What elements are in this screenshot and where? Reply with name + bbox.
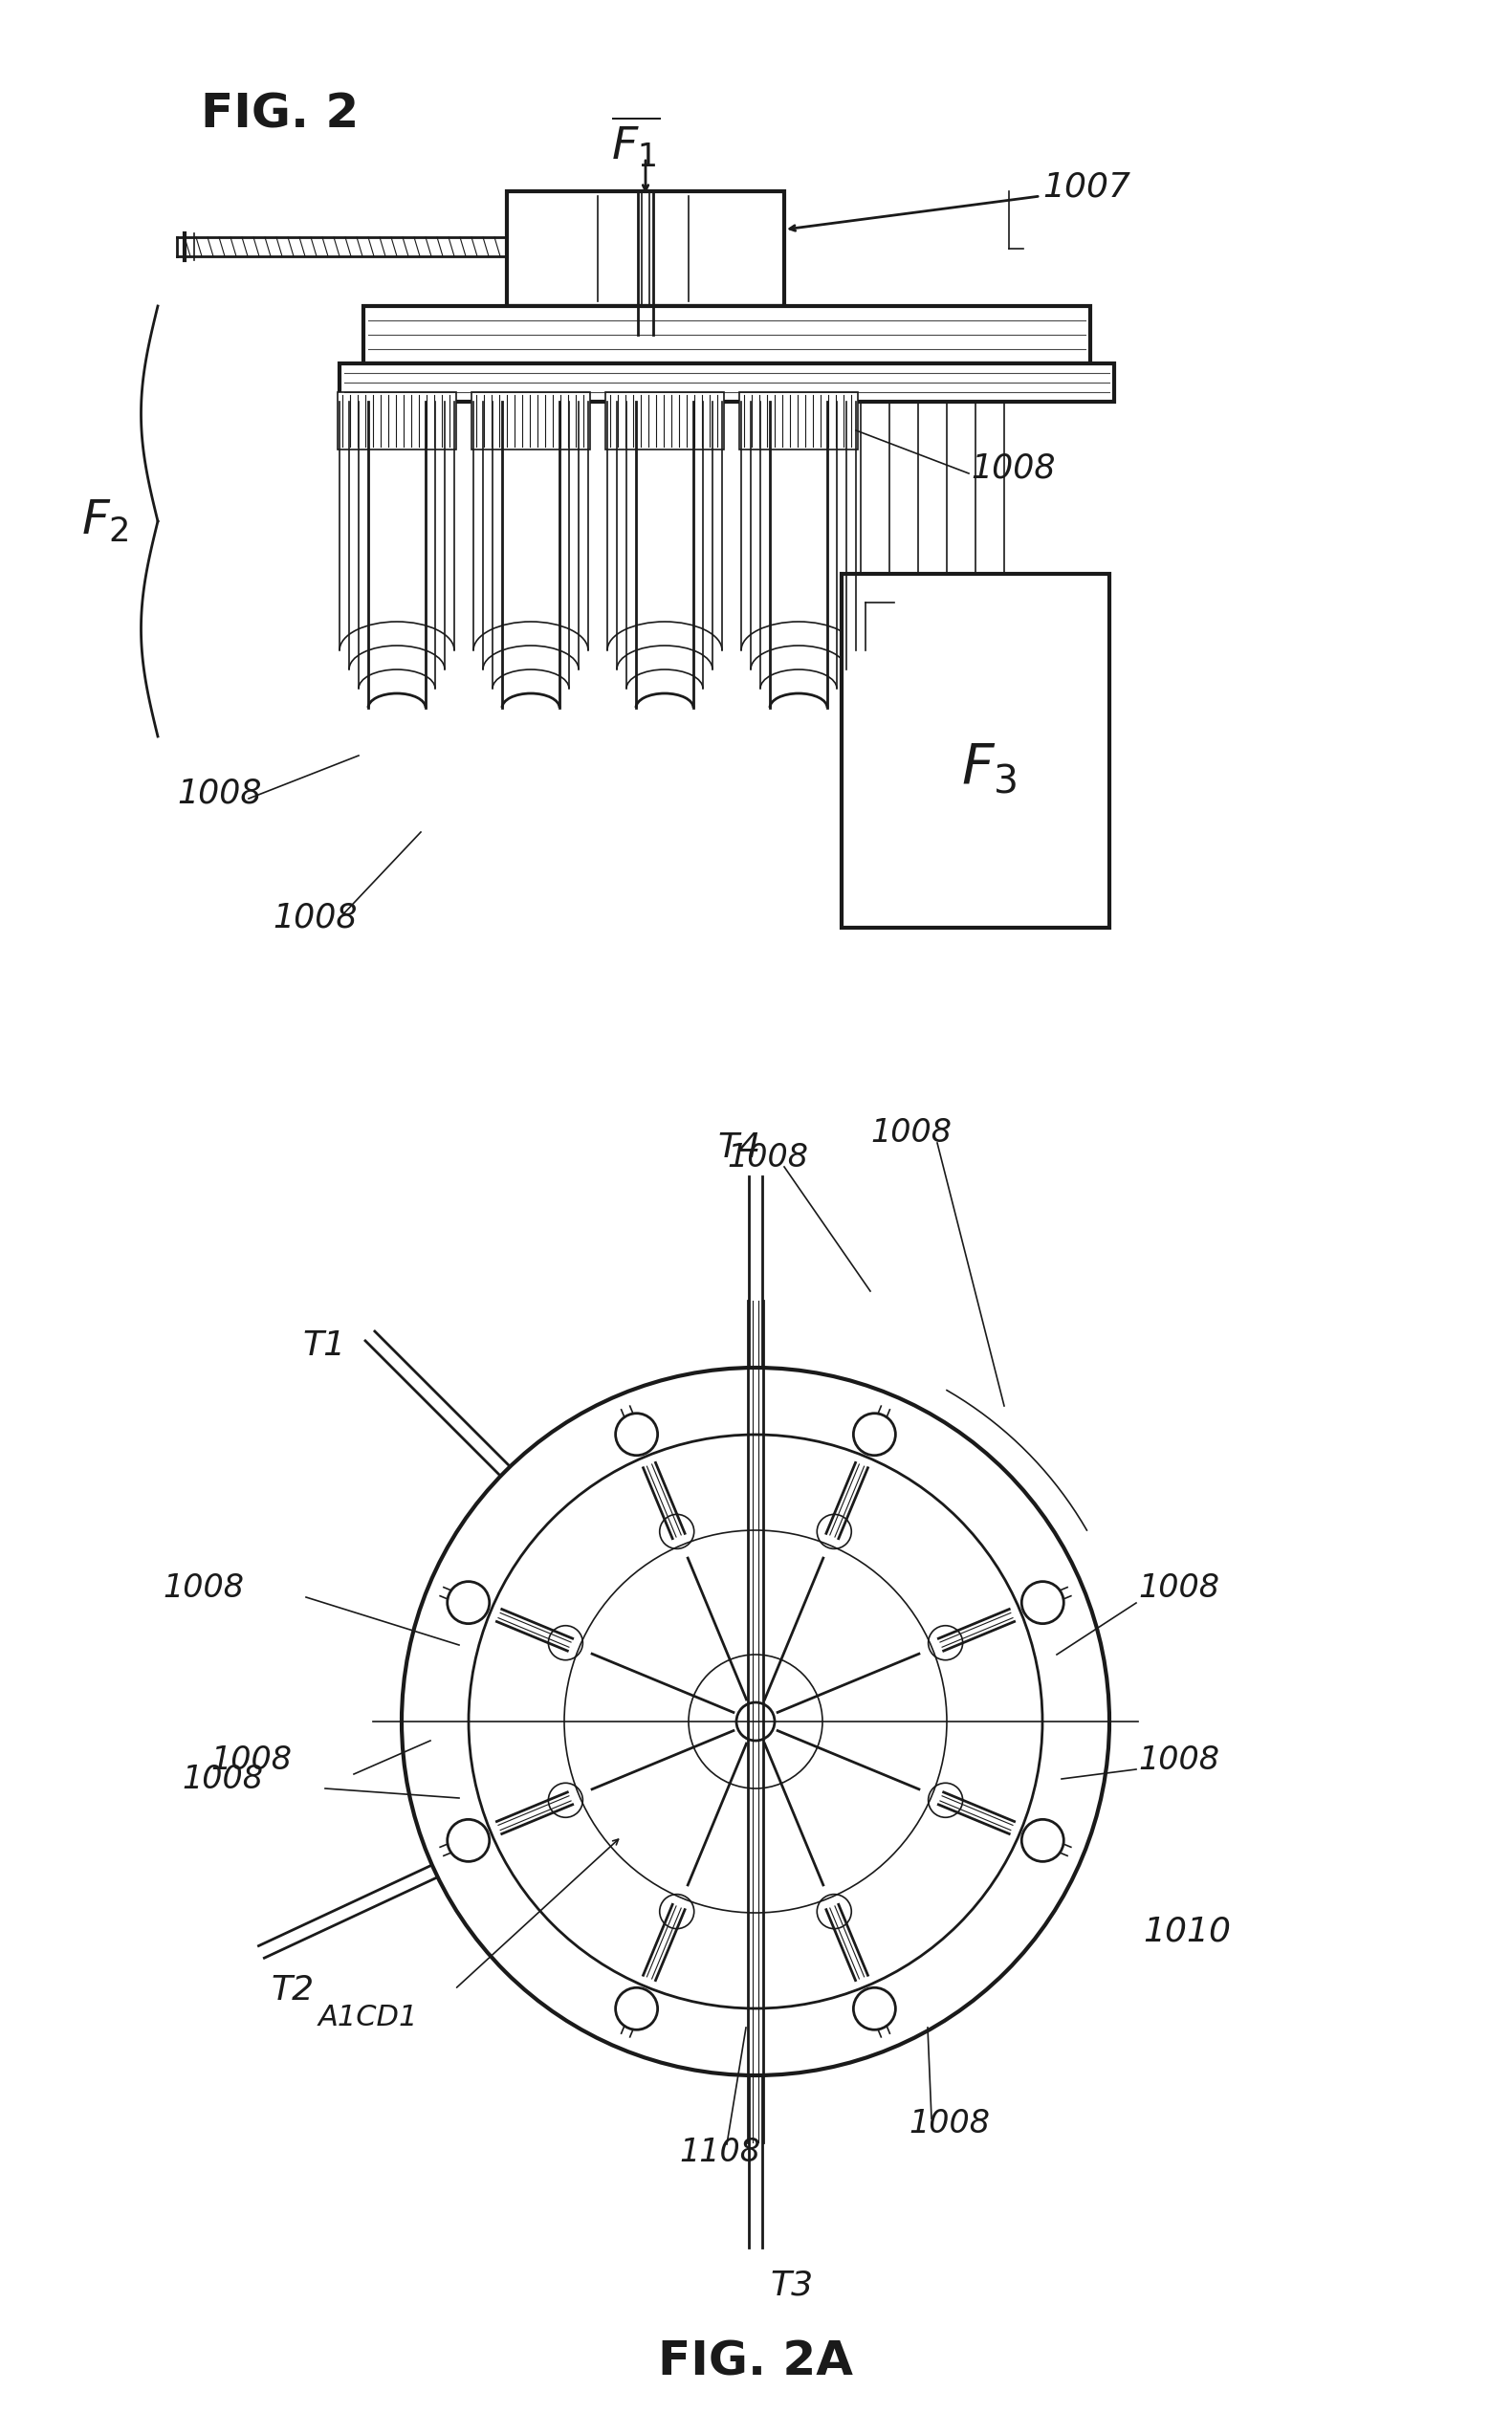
Text: $F_2$: $F_2$ (82, 499, 129, 545)
Text: 1008: 1008 (871, 1118, 951, 1149)
Bar (842, 575, 1110, 928)
Bar (472, 392, 590, 450)
Text: $\overline{F_1}$: $\overline{F_1}$ (611, 114, 661, 168)
Text: 1007: 1007 (1042, 170, 1131, 202)
Bar (363, 307, 1090, 363)
Bar (605, 392, 724, 450)
Text: 1008: 1008 (727, 1142, 807, 1174)
Text: 1008: 1008 (272, 901, 357, 935)
Text: 1008: 1008 (163, 1573, 243, 1602)
Text: FIG. 2A: FIG. 2A (658, 2340, 853, 2386)
Text: 1008: 1008 (1139, 1573, 1219, 1602)
Bar (340, 363, 1114, 402)
Bar (337, 392, 457, 450)
Text: 1008: 1008 (909, 2106, 990, 2138)
Text: 1008: 1008 (181, 1763, 263, 1795)
Text: T4: T4 (717, 1132, 761, 1164)
Circle shape (736, 1702, 774, 1741)
Bar (507, 192, 785, 307)
Text: 1008: 1008 (1139, 1743, 1219, 1775)
Text: 1010: 1010 (1143, 1916, 1231, 1948)
Text: FIG. 2: FIG. 2 (201, 90, 358, 136)
Text: T1: T1 (302, 1330, 346, 1361)
Text: 1008: 1008 (971, 453, 1055, 485)
Text: T2: T2 (271, 1975, 314, 2006)
Text: 1008: 1008 (210, 1743, 292, 1775)
Text: $F_3$: $F_3$ (962, 740, 1016, 796)
Text: 1108: 1108 (679, 2135, 761, 2167)
Text: T3: T3 (770, 2269, 813, 2301)
Text: A1CD1: A1CD1 (319, 2004, 419, 2031)
Bar (739, 392, 857, 450)
Text: 1008: 1008 (177, 777, 262, 811)
